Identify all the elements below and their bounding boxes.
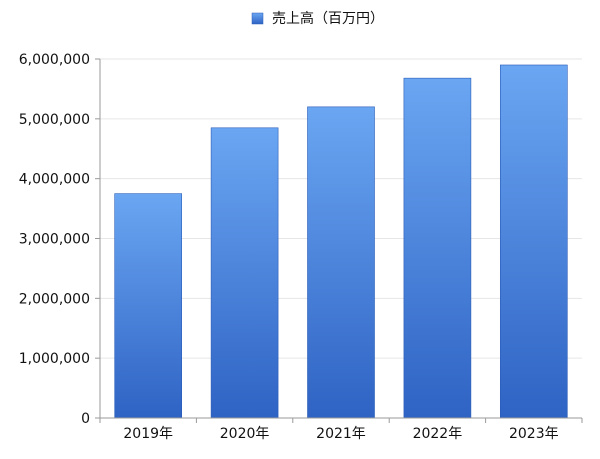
bar: [114, 193, 182, 419]
bars: [114, 64, 568, 419]
legend: 売上高（百万円）: [251, 10, 384, 27]
x-tick-label: 2023年: [509, 426, 559, 442]
y-tick-label: 0: [81, 411, 90, 427]
y-tick-label: 3,000,000: [19, 232, 90, 248]
y-tick-label: 6,000,000: [19, 52, 90, 68]
x-tick-label: 2020年: [220, 426, 270, 442]
y-tick-label: 4,000,000: [19, 172, 90, 188]
y-tick-label: 2,000,000: [19, 291, 90, 307]
legend-swatch: [251, 12, 264, 25]
bar: [499, 64, 568, 419]
y-axis: 0 1,000,000 2,000,000 3,000,000 4,000,000 5,0…: [19, 52, 101, 427]
bar: [210, 127, 279, 419]
bar: [403, 77, 472, 419]
x-tick-label: 2019年: [123, 426, 173, 442]
y-tick-label: 1,000,000: [19, 351, 90, 367]
x-axis: 2019年 2020年 2021年 2022年 2023年: [99, 417, 583, 442]
legend-label: 売上高（百万円）: [272, 10, 384, 27]
y-tick-label: 5,000,000: [19, 112, 90, 128]
bar: [307, 106, 375, 419]
x-tick-label: 2022年: [413, 426, 463, 442]
x-tick-label: 2021年: [316, 426, 366, 442]
